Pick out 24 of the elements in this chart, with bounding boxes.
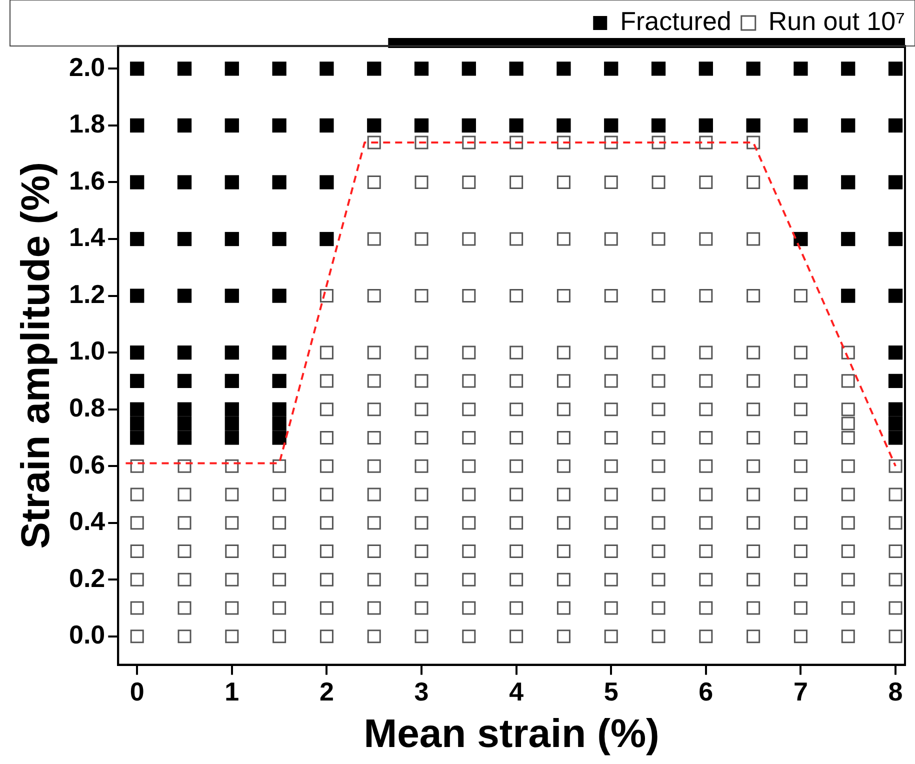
legend-label: Run out 10⁷ [768,6,906,36]
x-tick-label: 4 [509,676,524,707]
x-tick-label: 7 [793,676,808,707]
y-tick-label: 0.2 [68,562,106,593]
y-tick-label: 1.2 [68,278,106,309]
y-tick-label: 0.6 [68,449,106,480]
y-tick-label: 0.8 [68,392,106,423]
y-tick-label: 1.8 [68,108,106,139]
x-tick-label: 1 [224,676,240,707]
x-tick-label: 2 [319,676,334,707]
x-axis-title: Mean strain (%) [364,712,660,756]
x-tick-label: 3 [414,676,429,707]
y-tick-label: 0.0 [68,620,106,650]
y-axis-title: Strain amplitude (%) [14,162,58,549]
y-tick-label: 2.0 [68,52,106,82]
y-tick-label: 1.0 [68,336,106,366]
legend-label: Fractured [620,6,732,36]
x-tick-label: 8 [888,676,903,707]
y-tick-label: 1.4 [68,222,106,252]
y-tick-label: 1.6 [68,165,106,196]
x-tick-label: 6 [698,676,714,707]
x-tick-label: 5 [604,676,618,707]
x-tick-label: 0 [130,676,144,707]
y-tick-label: 0.4 [68,506,106,536]
